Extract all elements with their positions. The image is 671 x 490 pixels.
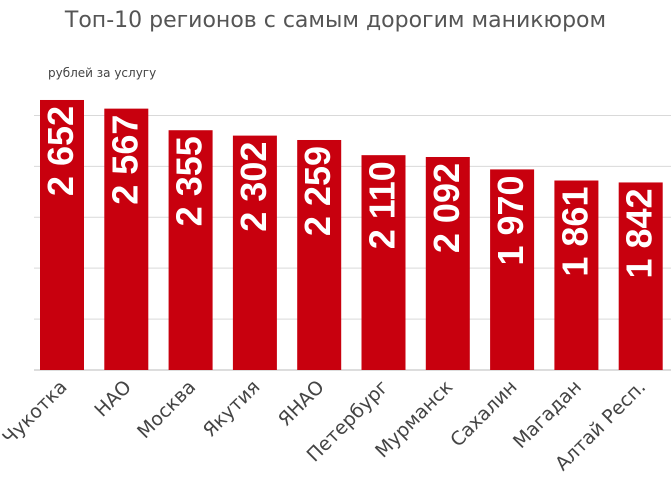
bar <box>618 182 663 370</box>
bar-value-label: 2 092 <box>426 163 467 253</box>
bar <box>490 169 535 370</box>
bar-value-label: 2 259 <box>297 146 338 236</box>
category-label: Якутия <box>199 376 265 442</box>
bar <box>104 108 149 371</box>
category-label: НАО <box>90 376 135 421</box>
bar <box>168 130 213 370</box>
bar-value-label: 1 861 <box>554 187 595 277</box>
bar <box>554 180 599 370</box>
category-label: Чукотка <box>0 376 72 449</box>
bar <box>232 135 277 370</box>
bar <box>425 156 470 370</box>
bar-value-label: 2 652 <box>40 106 81 196</box>
bar-value-label: 1 842 <box>619 188 660 278</box>
y-axis-unit-label: рублей за услугу <box>48 66 157 80</box>
bar-value-label: 2 567 <box>104 115 145 205</box>
chart-title: Топ-10 регионов с самым дорогим маникюро… <box>64 8 607 33</box>
bar <box>40 99 84 370</box>
bar-value-label: 2 110 <box>362 161 403 249</box>
bar-value-label: 2 355 <box>169 136 210 226</box>
bar-value-label: 1 970 <box>490 175 531 265</box>
category-label: Москва <box>133 376 200 443</box>
bar <box>361 155 406 370</box>
category-label: ЯНАО <box>274 376 329 431</box>
bar-value-label: 2 302 <box>233 142 274 232</box>
bar <box>297 139 342 370</box>
